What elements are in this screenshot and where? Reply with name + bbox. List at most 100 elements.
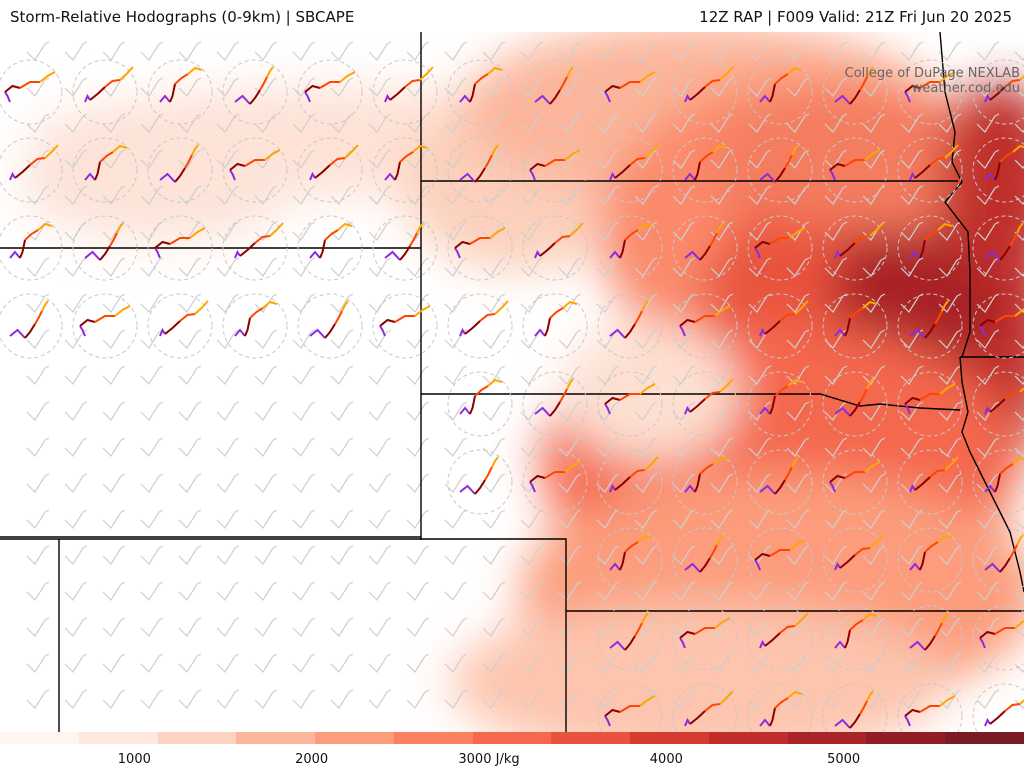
hodograph-segment [834,328,846,337]
wind-barb [178,221,202,241]
wind-barb [292,617,316,637]
wind-barb [938,545,962,565]
wind-barb [786,617,810,637]
hodograph-segment [791,456,799,468]
hodograph-ring [747,527,813,593]
wind-barb [254,689,278,709]
map-panel[interactable]: College of DuPage NEXLAB weather.cod.edu [0,32,1024,732]
hodograph-ring [972,605,1024,671]
hodograph-segment [684,93,691,103]
hodograph-segment [544,317,551,337]
header: Storm-Relative Hodographs (0-9km) | SBCA… [0,0,1024,32]
hodograph-segment [759,327,766,337]
hodograph-segment [37,222,53,231]
wind-barb [26,401,50,421]
wind-barb [444,545,468,565]
hodograph-segment [829,162,846,171]
wind-barb [1014,411,1024,421]
wind-barb [64,473,88,493]
wind-barb [710,473,734,493]
hodograph-segment [754,552,771,561]
wind-barb [292,149,316,169]
wind-barb [140,149,164,169]
wind-barb [178,437,202,457]
hodograph-segment [487,66,503,75]
hodograph-segment [849,713,861,729]
hodograph-segment [979,318,996,327]
hodograph-segment [679,318,696,327]
hodograph-segment [769,395,776,415]
wind-barb [824,617,848,637]
hodographs [0,59,1024,732]
hodograph-segment [614,164,631,179]
wind-barb [292,473,316,493]
wind-barb [292,293,316,313]
wind-barb [140,41,164,61]
hodograph-ring [747,59,813,125]
wind-barb [254,617,278,637]
wind-barb [672,473,696,493]
wind-barb [938,509,962,529]
wind-barb [102,473,126,493]
wind-barb [786,365,810,385]
hodograph-ring [522,215,588,281]
hodograph-segment [829,474,846,483]
wind-barb [292,257,316,277]
hodograph-segment [484,154,493,169]
wind-barb [406,545,430,565]
hodograph-segment [1012,456,1024,465]
hodograph-segment [904,403,911,415]
wind-barb [558,113,582,133]
hodograph-segment [704,391,721,400]
wind-barb [330,653,354,673]
hodograph-segment [714,617,731,629]
wind-barb [64,77,88,97]
hodograph-segment [494,300,509,315]
hodograph-segment [834,718,851,729]
hodograph-segment [84,172,96,181]
hodograph-segment [849,307,864,319]
hodograph-ring [972,59,1024,125]
hodograph-segment [774,479,786,495]
wind-barb [824,221,848,241]
hodograph-segment [1004,391,1021,400]
hodograph-segment [239,242,256,257]
hodograph-segment [839,554,856,569]
hodograph-segment [154,247,161,259]
hodograph-segment [934,310,943,325]
wind-barb [292,185,316,205]
hodograph-ring [747,449,813,515]
colorbar-swatch [708,732,788,744]
wind-barb [26,329,50,349]
wind-barb [862,113,886,133]
hodograph-segment [704,703,721,712]
wind-barb [330,509,354,529]
hodograph-segment [639,383,656,395]
wind-barb [786,329,810,349]
hodograph-segment [469,83,476,103]
hodograph-segment [604,84,621,93]
wind-barb [26,77,50,97]
hodograph-segment [844,629,851,649]
wind-barb [976,653,1000,673]
hodograph-segment [29,157,46,166]
hodograph-segment [704,79,721,88]
wind-barb [330,365,354,385]
wind-barb [938,149,962,169]
hodograph-segment [112,144,128,153]
wind-barb [444,509,468,529]
hodograph-segment [764,632,781,647]
wind-barb [406,365,430,385]
wind-barb [26,581,50,601]
wind-barb [938,113,962,133]
hodograph-segment [324,323,336,339]
hodograph-ring [297,137,363,203]
hodograph-ring [822,683,888,732]
wind-barb [862,509,886,529]
hodograph-segment [984,250,1001,261]
hodograph-segment [904,84,921,93]
hodograph-segment [569,222,584,237]
wind-barb [634,329,658,349]
hodograph-segment [79,325,86,337]
wind-barb [254,401,278,421]
